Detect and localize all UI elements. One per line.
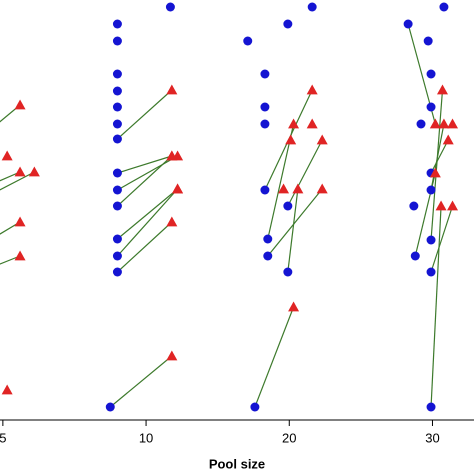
circle-point	[283, 19, 293, 29]
triangle-point	[14, 216, 26, 227]
circle-point	[263, 251, 273, 261]
pair-line	[430, 89, 444, 241]
triangle-point	[447, 200, 459, 211]
triangle-point	[166, 350, 178, 361]
circle-point	[263, 234, 273, 244]
circle-point	[403, 19, 413, 29]
triangle-point	[166, 84, 178, 95]
pair-line	[0, 171, 21, 182]
pair-line	[117, 221, 173, 273]
triangle-point	[14, 99, 26, 110]
triangle-point	[447, 118, 459, 129]
circle-point	[112, 134, 122, 144]
triangle-point	[14, 166, 26, 177]
pair-line	[430, 205, 442, 408]
triangle-point	[306, 118, 318, 129]
circle-point	[260, 69, 270, 79]
circle-point	[426, 267, 436, 277]
circle-point	[426, 102, 436, 112]
triangle-point	[166, 216, 178, 227]
triangle-point	[1, 384, 13, 395]
triangle-point	[288, 301, 300, 312]
triangle-point	[438, 118, 450, 129]
circle-point	[112, 251, 122, 261]
pair-line	[109, 355, 173, 408]
triangle-point	[306, 84, 318, 95]
triangle-point	[292, 183, 304, 194]
circle-point	[260, 119, 270, 129]
circle-point	[439, 2, 449, 12]
triangle-point	[1, 150, 13, 161]
x-tick-label: 5	[0, 430, 6, 445]
pair-line	[287, 188, 299, 273]
circle-point	[416, 119, 426, 129]
circle-point	[243, 36, 253, 46]
triangle-point	[166, 150, 178, 161]
pair-line	[0, 221, 21, 235]
circle-point	[423, 36, 433, 46]
pair-line	[117, 155, 173, 207]
pair-line	[0, 171, 35, 191]
circle-point	[283, 201, 293, 211]
circle-point	[307, 2, 317, 12]
triangle-point	[278, 183, 290, 194]
circle-point	[112, 201, 122, 211]
circle-point	[426, 235, 436, 245]
pair-line	[117, 89, 173, 140]
circle-point	[409, 201, 419, 211]
pair-line	[117, 155, 178, 191]
triangle-point	[442, 134, 454, 145]
triangle-point	[429, 118, 441, 129]
circle-point	[260, 185, 270, 195]
circle-point	[260, 102, 270, 112]
pair-line	[430, 205, 454, 273]
circle-point	[112, 119, 122, 129]
circle-point	[112, 19, 122, 29]
pair-line	[287, 139, 323, 207]
triangle-point	[316, 134, 328, 145]
circle-point	[112, 267, 122, 277]
circle-point	[112, 102, 122, 112]
triangle-point	[285, 134, 297, 145]
pair-line	[254, 306, 295, 408]
circle-point	[112, 36, 122, 46]
x-tick-label: 30	[425, 430, 439, 445]
circle-point	[112, 86, 122, 96]
triangle-point	[435, 200, 447, 211]
pair-line	[267, 188, 323, 257]
circle-point	[410, 251, 420, 261]
circle-point	[112, 234, 122, 244]
x-tick-label: 10	[139, 430, 153, 445]
x-axis-label: Pool size	[209, 456, 265, 471]
pair-line	[0, 255, 21, 265]
pair-line	[430, 139, 449, 174]
circle-point	[250, 402, 260, 412]
triangle-point	[172, 183, 184, 194]
circle-point	[426, 69, 436, 79]
pair-line	[116, 188, 179, 257]
circle-point	[283, 267, 293, 277]
circle-point	[426, 185, 436, 195]
pair-line	[117, 155, 173, 174]
triangle-point	[429, 167, 441, 178]
pair-line	[117, 188, 178, 240]
circle-point	[105, 402, 115, 412]
triangle-point	[14, 250, 26, 261]
circle-point	[426, 402, 436, 412]
triangle-point	[436, 84, 448, 95]
circle-point	[112, 69, 122, 79]
triangle-point	[316, 183, 328, 194]
circle-point	[112, 168, 122, 178]
x-tick-label: 20	[282, 430, 296, 445]
triangle-point	[288, 118, 300, 129]
circle-point	[112, 185, 122, 195]
triangle-point	[28, 166, 40, 177]
circle-point	[165, 2, 175, 12]
